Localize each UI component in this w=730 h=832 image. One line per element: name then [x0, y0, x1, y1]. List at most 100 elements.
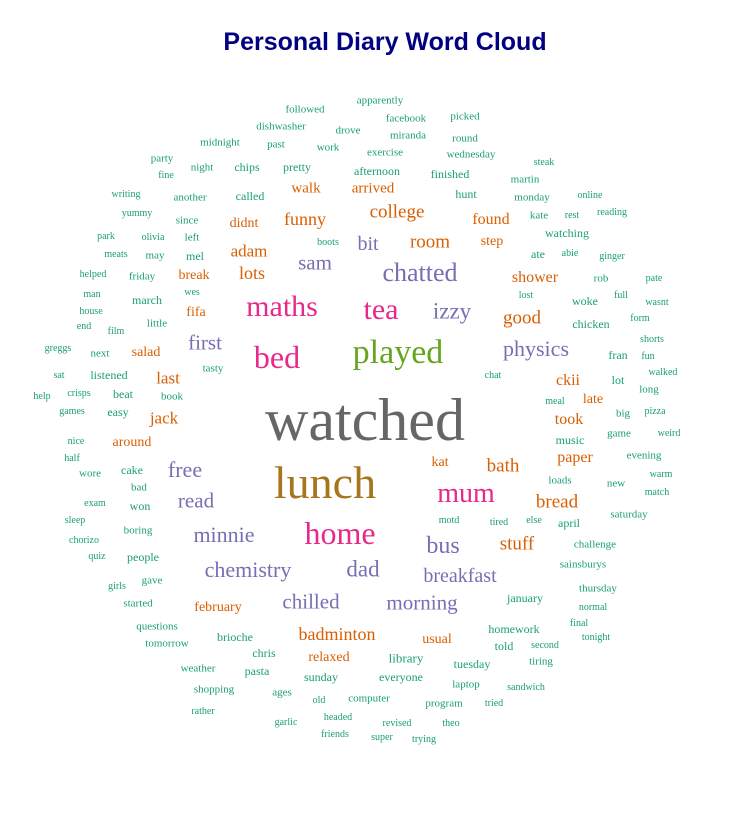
word-easy: easy [107, 405, 129, 419]
word-sunday: sunday [304, 670, 338, 684]
word-walked: walked [648, 367, 678, 378]
word-exercise: exercise [366, 146, 404, 159]
word-meal: meal [545, 396, 565, 407]
word-lost: lost [518, 290, 534, 301]
word-bus: bus [426, 533, 460, 559]
word-match: match [644, 487, 670, 498]
word-midnight: midnight [200, 136, 240, 149]
word-good: good [503, 307, 541, 329]
word-games: games [59, 406, 85, 417]
word-old: old [312, 695, 326, 706]
word-breakfast: breakfast [423, 565, 497, 587]
word-beat: beat [113, 387, 133, 401]
word-chilled: chilled [282, 589, 340, 614]
word-called: called [235, 189, 265, 203]
word-drove: drove [335, 124, 361, 137]
word-jack: jack [149, 408, 179, 428]
word-pate: pate [645, 273, 663, 284]
word-half: half [64, 453, 80, 464]
word-steak: steak [533, 157, 555, 168]
word-chris: chris [252, 646, 276, 660]
word-night: night [190, 161, 214, 174]
word-garlic: garlic [274, 717, 298, 728]
word-tonight: tonight [581, 632, 611, 643]
word-break: break [178, 268, 210, 283]
word-questions: questions [136, 620, 178, 633]
word-boring: boring [123, 524, 153, 537]
word-monday: monday [514, 191, 550, 204]
word-homework: homework [488, 622, 540, 636]
word-form: form [630, 313, 650, 324]
word-bad: bad [131, 481, 147, 494]
word-chemistry: chemistry [204, 557, 292, 582]
word-maths: maths [246, 290, 318, 323]
word-boots: boots [317, 237, 339, 248]
word-saturday: saturday [610, 508, 648, 521]
word-tried: tried [484, 698, 504, 709]
word-laptop: laptop [452, 678, 480, 691]
word-funny: funny [284, 209, 326, 229]
word-ckii: ckii [556, 372, 580, 389]
word-fine: fine [158, 170, 174, 181]
word-hunt: hunt [455, 187, 477, 201]
word-bread: bread [535, 491, 579, 513]
word-party: party [150, 152, 174, 165]
word-late: late [582, 392, 604, 407]
word-end: end [76, 321, 92, 332]
word-pizza: pizza [644, 406, 666, 417]
word-sainsburys: sainsburys [559, 558, 607, 571]
word-headed: headed [323, 712, 353, 723]
word-last: last [156, 368, 180, 388]
word-nice: nice [67, 436, 85, 447]
word-finished: finished [430, 167, 470, 181]
word-gave: gave [141, 574, 163, 587]
word-facebook: facebook [385, 112, 427, 125]
word-picked: picked [450, 110, 480, 123]
word-took: took [554, 411, 584, 428]
word-bed: bed [253, 339, 301, 375]
word-woke: woke [572, 294, 598, 308]
word-normal: normal [578, 602, 608, 613]
word-watched: watched [265, 387, 465, 453]
word-mel: mel [186, 249, 204, 263]
word-won: won [129, 499, 151, 513]
word-people: people [127, 550, 159, 564]
word-kat: kat [431, 455, 449, 470]
word-chatted: chatted [382, 258, 458, 287]
word-book: book [161, 390, 183, 403]
word-help: help [33, 391, 51, 402]
word-usual: usual [422, 632, 452, 647]
word-pretty: pretty [283, 160, 311, 174]
word-thursday: thursday [579, 582, 617, 595]
word-past: past [267, 138, 285, 151]
word-shopping: shopping [193, 683, 235, 696]
word-weird: weird [657, 428, 681, 439]
word-told: told [494, 639, 514, 653]
word-wednesday: wednesday [446, 148, 496, 161]
word-library: library [388, 650, 424, 666]
word-ginger: ginger [599, 251, 625, 262]
word-listened: listened [90, 368, 128, 382]
word-first: first [188, 330, 222, 355]
word-lunch: lunch [273, 457, 377, 508]
word-long: long [639, 383, 659, 396]
word-tea: tea [363, 293, 399, 326]
word-sam: sam [298, 250, 332, 275]
word-izzy: izzy [432, 298, 472, 324]
word-badminton: badminton [298, 624, 376, 644]
word-friday: friday [128, 270, 156, 283]
word-read: read [177, 488, 215, 513]
word-played: played [352, 334, 444, 371]
word-arrived: arrived [351, 180, 395, 197]
word-sleep: sleep [64, 515, 86, 526]
word-stuff: stuff [499, 533, 535, 555]
word-music: music [555, 433, 585, 447]
word-college: college [369, 201, 425, 223]
word-step: step [480, 234, 504, 249]
word-miranda: miranda [389, 129, 427, 142]
word-salad: salad [131, 345, 161, 360]
word-found: found [472, 211, 510, 228]
word-physics: physics [503, 336, 569, 361]
word-brioche: brioche [217, 630, 253, 644]
